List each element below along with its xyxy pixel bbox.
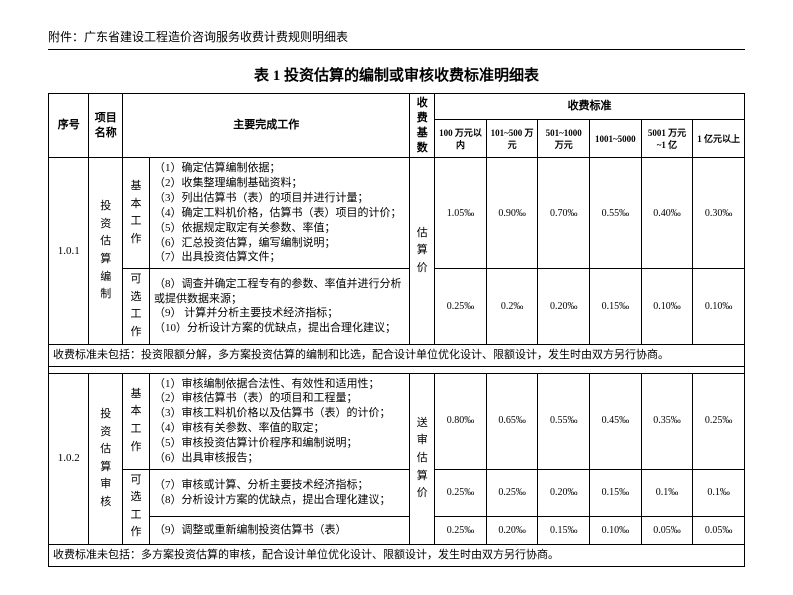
- cell-rate: 0.65‰: [486, 373, 538, 469]
- cell-work: （7）审核或计算、分析主要技术经济指标；（8）分析设计方案的优缺点，提出合理化建…: [150, 469, 410, 516]
- cell-rate: 0.10‰: [590, 516, 642, 544]
- fee-standard-table: 序号 项目名称 主要完成工作 收费基数 收费标准 100 万元以内 101~50…: [48, 93, 745, 567]
- cell-rate: 0.1‰: [641, 469, 693, 516]
- cell-base: 估算价: [410, 158, 435, 344]
- cell-rate: 0.20‰: [486, 516, 538, 544]
- cell-name: 投资估算编制: [89, 158, 123, 344]
- attachment-label: 附件：广东省建设工程造价咨询服务收费计费规则明细表: [48, 28, 745, 50]
- note-row: 收费标准未包括：投资限额分解，多方案投资估算的编制和比选，配合设计单位优化设计、…: [49, 344, 745, 366]
- th-rate-0: 100 万元以内: [435, 120, 487, 158]
- cell-rate: 0.20‰: [538, 469, 590, 516]
- th-rate-4: 5001 万元~1 亿: [641, 120, 693, 158]
- cell-rate: 0.55‰: [590, 158, 642, 269]
- cell-seq: 1.0.2: [49, 373, 89, 544]
- cell-rate: 0.70‰: [538, 158, 590, 269]
- cell-rate: 0.10‰: [693, 269, 745, 344]
- cell-base: 送审估算价: [410, 373, 435, 544]
- cell-rate: 0.40‰: [641, 158, 693, 269]
- spacer-row: [49, 366, 745, 373]
- table-row: 可选工作 （8）调查并确定工程专有的参数、率值并进行分析或提供数据来源；（9） …: [49, 269, 745, 344]
- note-row: 收费标准未包括：多方案投资估算的审核，配合设计单位优化设计、限额设计，发生时由双…: [49, 544, 745, 566]
- cell-mode: 可选工作: [123, 469, 150, 544]
- cell-mode: 基本工作: [123, 373, 150, 469]
- cell-rate: 0.2‰: [486, 269, 538, 344]
- cell-mode: 基本工作: [123, 158, 150, 269]
- cell-rate: 0.20‰: [538, 269, 590, 344]
- th-std: 收费标准: [435, 94, 745, 120]
- table-row: 可选工作 （7）审核或计算、分析主要技术经济指标；（8）分析设计方案的优缺点，提…: [49, 469, 745, 516]
- cell-rate: 0.30‰: [693, 158, 745, 269]
- cell-rate: 0.05‰: [641, 516, 693, 544]
- table-row: （9）调整或重新编制投资估算书（表） 0.25‰ 0.20‰ 0.15‰ 0.1…: [49, 516, 745, 544]
- cell-note: 收费标准未包括：多方案投资估算的审核，配合设计单位优化设计、限额设计，发生时由双…: [49, 544, 745, 566]
- th-name: 项目名称: [89, 94, 123, 158]
- cell-rate: 0.10‰: [641, 269, 693, 344]
- cell-work: （9）调整或重新编制投资估算书（表）: [150, 516, 410, 544]
- cell-rate: 0.90‰: [486, 158, 538, 269]
- cell-name: 投资估算审核: [89, 373, 123, 544]
- th-rate-3: 1001~5000: [590, 120, 642, 158]
- table-row: 1.0.2 投资估算审核 基本工作 （1）审核编制依据合法性、有效性和适用性；（…: [49, 373, 745, 469]
- th-seq: 序号: [49, 94, 89, 158]
- cell-rate: 0.35‰: [641, 373, 693, 469]
- table-row: 1.0.1 投资估算编制 基本工作 （1）确定估算编制依据；（2）收集整理编制基…: [49, 158, 745, 269]
- cell-rate: 0.1‰: [693, 469, 745, 516]
- header-row-1: 序号 项目名称 主要完成工作 收费基数 收费标准: [49, 94, 745, 120]
- cell-work: （1）确定估算编制依据；（2）收集整理编制基础资料；（3）列出估算书（表）的项目…: [150, 158, 410, 269]
- table-title: 表 1 投资估算的编制或审核收费标准明细表: [48, 64, 745, 85]
- cell-work: （1）审核编制依据合法性、有效性和适用性；（2）审核估算书（表）的项目和工程量；…: [150, 373, 410, 469]
- cell-seq: 1.0.1: [49, 158, 89, 344]
- cell-rate: 0.05‰: [693, 516, 745, 544]
- th-rate-5: 1 亿元以上: [693, 120, 745, 158]
- th-rate-1: 101~500 万元: [486, 120, 538, 158]
- cell-rate: 0.25‰: [435, 516, 487, 544]
- cell-rate: 0.25‰: [693, 373, 745, 469]
- cell-note: 收费标准未包括：投资限额分解，多方案投资估算的编制和比选，配合设计单位优化设计、…: [49, 344, 745, 366]
- cell-rate: 0.80‰: [435, 373, 487, 469]
- cell-rate: 0.25‰: [435, 469, 487, 516]
- cell-rate: 0.15‰: [538, 516, 590, 544]
- th-rate-2: 501~1000 万元: [538, 120, 590, 158]
- cell-rate: 0.55‰: [538, 373, 590, 469]
- th-base: 收费基数: [410, 94, 435, 158]
- cell-rate: 0.45‰: [590, 373, 642, 469]
- cell-work: （8）调查并确定工程专有的参数、率值并进行分析或提供数据来源；（9） 计算并分析…: [150, 269, 410, 344]
- cell-rate: 0.15‰: [590, 469, 642, 516]
- cell-rate: 0.25‰: [486, 469, 538, 516]
- cell-rate: 1.05‰: [435, 158, 487, 269]
- cell-mode: 可选工作: [123, 269, 150, 344]
- cell-rate: 0.15‰: [590, 269, 642, 344]
- th-work: 主要完成工作: [123, 94, 410, 158]
- cell-rate: 0.25‰: [435, 269, 487, 344]
